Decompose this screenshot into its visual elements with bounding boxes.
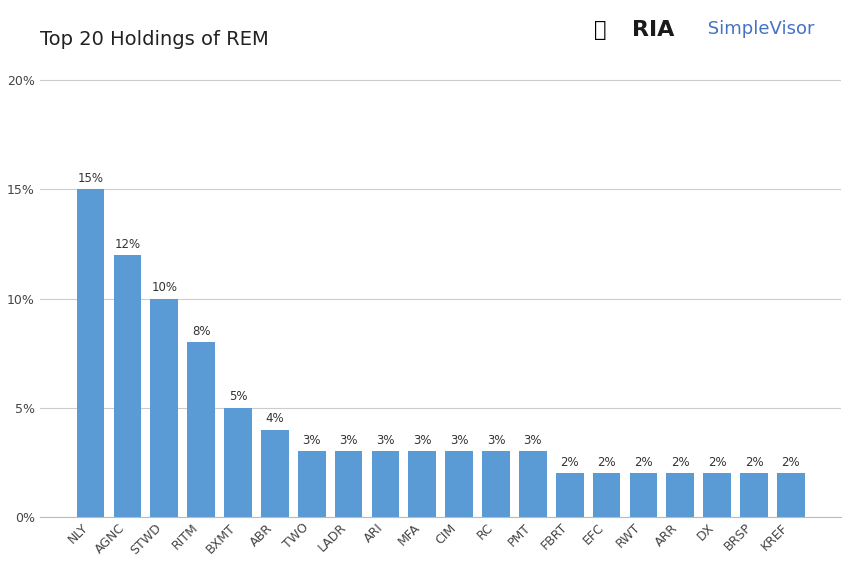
Bar bbox=[150, 298, 178, 517]
Text: 2%: 2% bbox=[634, 456, 653, 469]
Text: 3%: 3% bbox=[377, 434, 394, 447]
Bar bbox=[77, 190, 104, 517]
Bar bbox=[556, 473, 583, 517]
Bar bbox=[187, 342, 215, 517]
Text: 3%: 3% bbox=[487, 434, 505, 447]
Text: 2%: 2% bbox=[782, 456, 801, 469]
Text: Top 20 Holdings of REM: Top 20 Holdings of REM bbox=[41, 29, 269, 49]
Bar bbox=[593, 473, 621, 517]
Text: SimpleVisor: SimpleVisor bbox=[701, 20, 814, 38]
Text: 10%: 10% bbox=[151, 281, 177, 294]
Text: 3%: 3% bbox=[303, 434, 321, 447]
Bar bbox=[224, 408, 252, 517]
Bar bbox=[667, 473, 695, 517]
Text: 3%: 3% bbox=[413, 434, 432, 447]
Text: 8%: 8% bbox=[192, 325, 210, 338]
Text: 12%: 12% bbox=[114, 237, 141, 250]
Bar bbox=[445, 452, 473, 517]
Text: 2%: 2% bbox=[597, 456, 616, 469]
Text: 3%: 3% bbox=[523, 434, 542, 447]
Text: 2%: 2% bbox=[708, 456, 727, 469]
Text: 3%: 3% bbox=[450, 434, 468, 447]
Bar bbox=[114, 255, 142, 517]
Text: 3%: 3% bbox=[339, 434, 358, 447]
Bar bbox=[261, 430, 288, 517]
Bar bbox=[629, 473, 657, 517]
Text: 2%: 2% bbox=[561, 456, 579, 469]
Bar bbox=[298, 452, 326, 517]
Text: 2%: 2% bbox=[671, 456, 689, 469]
Bar bbox=[519, 452, 547, 517]
Text: 5%: 5% bbox=[229, 390, 248, 403]
Text: RIA: RIA bbox=[632, 20, 674, 39]
Bar bbox=[777, 473, 805, 517]
Bar bbox=[740, 473, 767, 517]
Bar bbox=[371, 452, 399, 517]
Bar bbox=[703, 473, 731, 517]
Bar bbox=[335, 452, 362, 517]
Text: 2%: 2% bbox=[745, 456, 763, 469]
Text: 15%: 15% bbox=[77, 172, 103, 185]
Bar bbox=[483, 452, 510, 517]
Bar bbox=[409, 452, 436, 517]
Text: 🦅: 🦅 bbox=[594, 20, 606, 39]
Text: 4%: 4% bbox=[265, 412, 284, 425]
